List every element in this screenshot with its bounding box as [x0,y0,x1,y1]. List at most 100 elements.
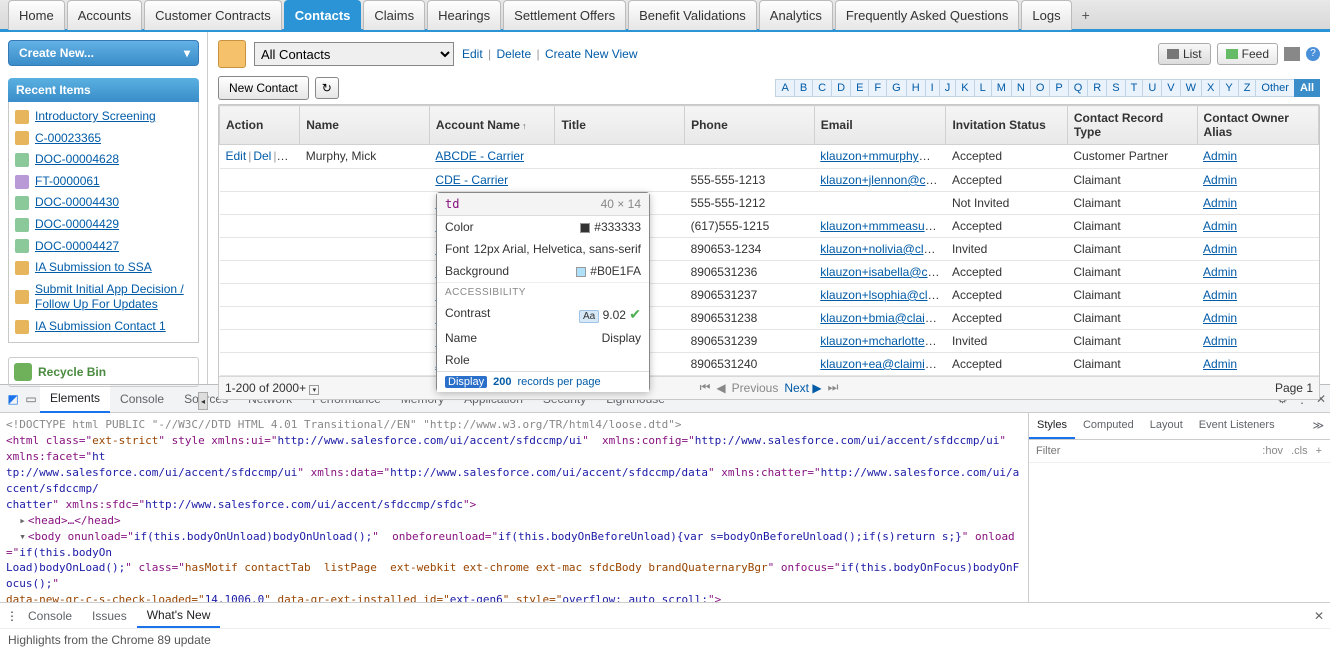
nav-tab-analytics[interactable]: Analytics [759,0,833,30]
create-view-link[interactable]: Create New View [545,47,637,61]
table-row[interactable]: CDE - Carrier8906531237klauzon+lsophia@c… [220,283,1319,306]
table-row[interactable]: CDE - Carrier555-555-1213klauzon+jlennon… [220,168,1319,191]
alpha-M[interactable]: M [991,79,1012,97]
alpha-Y[interactable]: Y [1219,79,1238,97]
device-icon[interactable]: ▭ [22,392,40,406]
alpha-S[interactable]: S [1106,79,1125,97]
alpha-V[interactable]: V [1161,79,1180,97]
styles-tab-styles[interactable]: Styles [1029,413,1075,439]
cell-link-email[interactable]: klauzon+nolivia@clai… [820,242,945,256]
col-account-name[interactable]: Account Name↑ [429,106,555,145]
alpha-Q[interactable]: Q [1068,79,1089,97]
drawer-tab-issues[interactable]: Issues [82,605,137,627]
cell-link-email[interactable]: klauzon+bmia@claimi… [820,311,946,325]
col-contact-owner-alias[interactable]: Contact Owner Alias [1197,106,1318,145]
recent-item[interactable]: DOC-00004628 [11,149,196,171]
cell-link-owner[interactable]: Admin [1203,173,1237,187]
pager-prev-icon[interactable]: ◀ [716,381,725,395]
cell-link-email[interactable]: klauzon+mmmeasure… [820,219,946,233]
table-row[interactable]: Edit|Del|Murphy, MickABCDE - Carrierklau… [220,145,1319,169]
nav-tab-claims[interactable]: Claims [363,0,425,30]
devtools-tab-console[interactable]: Console [110,386,174,412]
recent-item[interactable]: IA Submission Contact 1 [11,316,196,338]
recent-item[interactable]: Submit Initial App Decision / Follow Up … [11,279,196,316]
nav-tab-frequently-asked-questions[interactable]: Frequently Asked Questions [835,0,1020,30]
recent-item[interactable]: Introductory Screening [11,106,196,128]
drawer-menu-icon[interactable]: ⋮ [6,609,18,623]
new-contact-button[interactable]: New Contact [218,76,309,100]
help-icon[interactable]: ? [1306,47,1320,61]
nav-tab-hearings[interactable]: Hearings [427,0,501,30]
cell-link-owner[interactable]: Admin [1203,149,1237,163]
alpha-F[interactable]: F [868,79,887,97]
col-title[interactable]: Title [555,106,685,145]
cell-link-email[interactable]: klauzon+isabella@cl… [820,265,942,279]
cell-link-acct[interactable]: CDE - Carrier [435,173,508,187]
cell-link-acct[interactable]: ABCDE - Carrier [435,149,524,163]
col-email[interactable]: Email [814,106,946,145]
recent-item[interactable]: FT-0000061 [11,171,196,193]
sidebar-collapse[interactable]: ◂ [198,392,208,410]
cell-link-email[interactable]: klauzon+ea@claimify.… [820,357,946,371]
drawer-close-icon[interactable]: ✕ [1314,609,1324,623]
table-row[interactable]: CDE - Carrier(617)555-1215klauzon+mmmeas… [220,214,1319,237]
alpha-X[interactable]: X [1201,79,1220,97]
elements-source[interactable]: <!DOCTYPE html PUBLIC "-//W3C//DTD HTML … [0,413,1028,602]
list-view-button[interactable]: List [1158,43,1211,65]
alpha-B[interactable]: B [794,79,813,97]
cell-link-owner[interactable]: Admin [1203,219,1237,233]
alpha-I[interactable]: I [925,79,940,97]
pager-last-icon[interactable]: ⏭ [828,380,839,395]
cell-link-email[interactable]: klauzon+lsophia@clai… [820,288,946,302]
col-name[interactable]: Name [300,106,430,145]
alpha-R[interactable]: R [1087,79,1107,97]
devtools-tab-elements[interactable]: Elements [40,385,110,413]
nav-add-tab[interactable]: + [1074,1,1098,29]
alpha-E[interactable]: E [850,79,869,97]
hov-toggle[interactable]: :hov [1258,443,1287,459]
alpha-D[interactable]: D [831,79,851,97]
alpha-H[interactable]: H [906,79,926,97]
alpha-W[interactable]: W [1180,79,1202,97]
recent-item[interactable]: DOC-00004427 [11,236,196,258]
cls-toggle[interactable]: .cls [1287,443,1312,459]
table-row[interactable]: CDE - Carrier8906531239klauzon+mcharlott… [220,329,1319,352]
refresh-button[interactable]: ↻ [315,77,339,99]
delete-view-link[interactable]: Delete [497,47,532,61]
alpha-all[interactable]: All [1294,79,1320,97]
alpha-K[interactable]: K [955,79,974,97]
recent-item[interactable]: IA Submission to SSA [11,257,196,279]
alpha-J[interactable]: J [939,79,957,97]
table-row[interactable]: CDE - Carrier555-555-1212Not InvitedClai… [220,191,1319,214]
nav-tab-accounts[interactable]: Accounts [67,0,142,30]
table-row[interactable]: CDE - Carrier8906531236klauzon+isabella@… [220,260,1319,283]
pager-first-icon[interactable]: ⏮ [700,380,711,395]
col-invitation-status[interactable]: Invitation Status [946,106,1067,145]
feed-view-button[interactable]: Feed [1217,43,1278,65]
drawer-tab-console[interactable]: Console [18,605,82,627]
alpha-C[interactable]: C [812,79,832,97]
alpha-G[interactable]: G [886,79,907,97]
recent-item[interactable]: DOC-00004430 [11,192,196,214]
create-new-button[interactable]: Create New... [8,40,199,66]
cell-link-owner[interactable]: Admin [1203,196,1237,210]
cell-link-owner[interactable]: Admin [1203,265,1237,279]
cell-link-owner[interactable]: Admin [1203,334,1237,348]
styles-tab-event-listeners[interactable]: Event Listeners [1191,413,1283,439]
col-action[interactable]: Action [220,106,300,145]
styles-tab-computed[interactable]: Computed [1075,413,1142,439]
alpha-P[interactable]: P [1049,79,1068,97]
drawer-tab-what-s-new[interactable]: What's New [137,604,221,628]
new-style-button[interactable]: + [1312,443,1326,459]
styles-filter-input[interactable] [1033,442,1258,460]
recycle-bin[interactable]: Recycle Bin [8,357,199,387]
nav-tab-home[interactable]: Home [8,0,65,30]
alpha-other[interactable]: Other [1255,79,1295,97]
nav-tab-settlement-offers[interactable]: Settlement Offers [503,0,626,30]
nav-tab-contacts[interactable]: Contacts [284,0,362,30]
nav-tab-benefit-validations[interactable]: Benefit Validations [628,0,757,30]
alpha-L[interactable]: L [974,79,992,97]
styles-more-icon[interactable]: ≫ [1306,413,1330,439]
alpha-N[interactable]: N [1011,79,1031,97]
row-del[interactable]: Del [253,149,271,163]
